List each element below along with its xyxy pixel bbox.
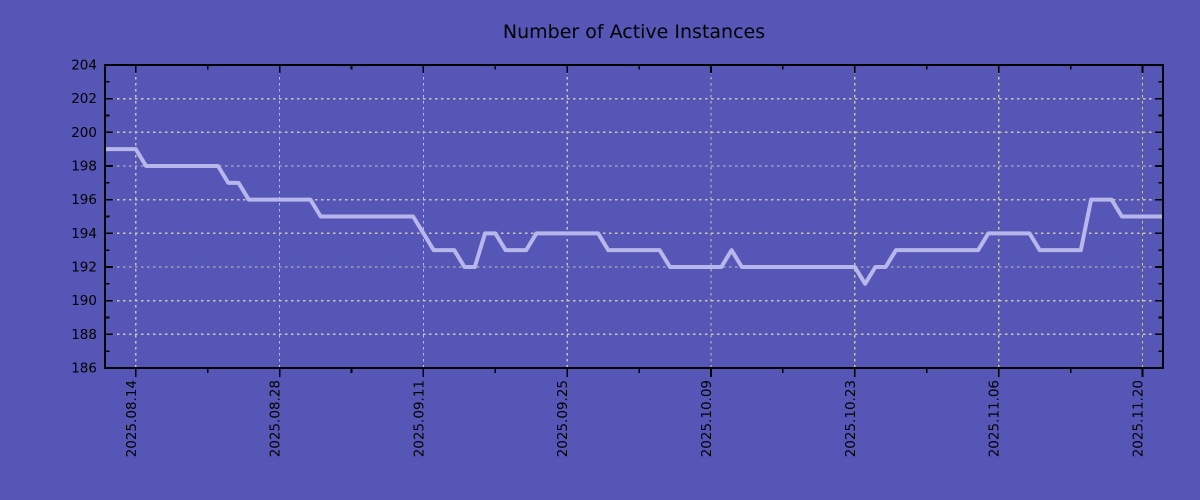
y-axis-tick-label: 188 [71, 327, 97, 343]
x-axis-tick-label: 2025.10.23 [843, 380, 859, 457]
x-axis-tick-label: 2025.08.14 [124, 380, 140, 457]
x-axis-tick-label: 2025.09.11 [411, 380, 427, 457]
x-axis-tick-label: 2025.11.20 [1131, 380, 1147, 457]
y-axis-tick-label: 198 [71, 159, 97, 175]
y-axis-tick-label: 196 [71, 192, 97, 208]
y-axis-tick-label: 190 [71, 293, 97, 309]
y-axis-tick-label: 202 [71, 91, 97, 107]
series-line [105, 147, 1163, 286]
x-axis-tick-label: 2025.10.09 [699, 380, 715, 457]
y-axis-tick-label: 194 [71, 226, 97, 242]
y-axis-tick-label: 186 [71, 361, 97, 377]
y-axis-tick-label: 200 [71, 125, 97, 141]
y-axis-tick-label: 192 [71, 260, 97, 276]
plot-border [104, 64, 1164, 369]
x-axis-tick-label: 2025.08.28 [268, 380, 284, 457]
plot-area: 186 188 190 192 194 196 198 200 202 204 2025.08.14… [71, 58, 1164, 457]
x-axis-tick-label: 2025.11.06 [987, 380, 1003, 457]
chart-title: Number of Active Instances [503, 21, 765, 43]
y-axis-tick-label: 204 [71, 58, 97, 74]
x-axis-tick-label: 2025.09.25 [555, 380, 571, 457]
